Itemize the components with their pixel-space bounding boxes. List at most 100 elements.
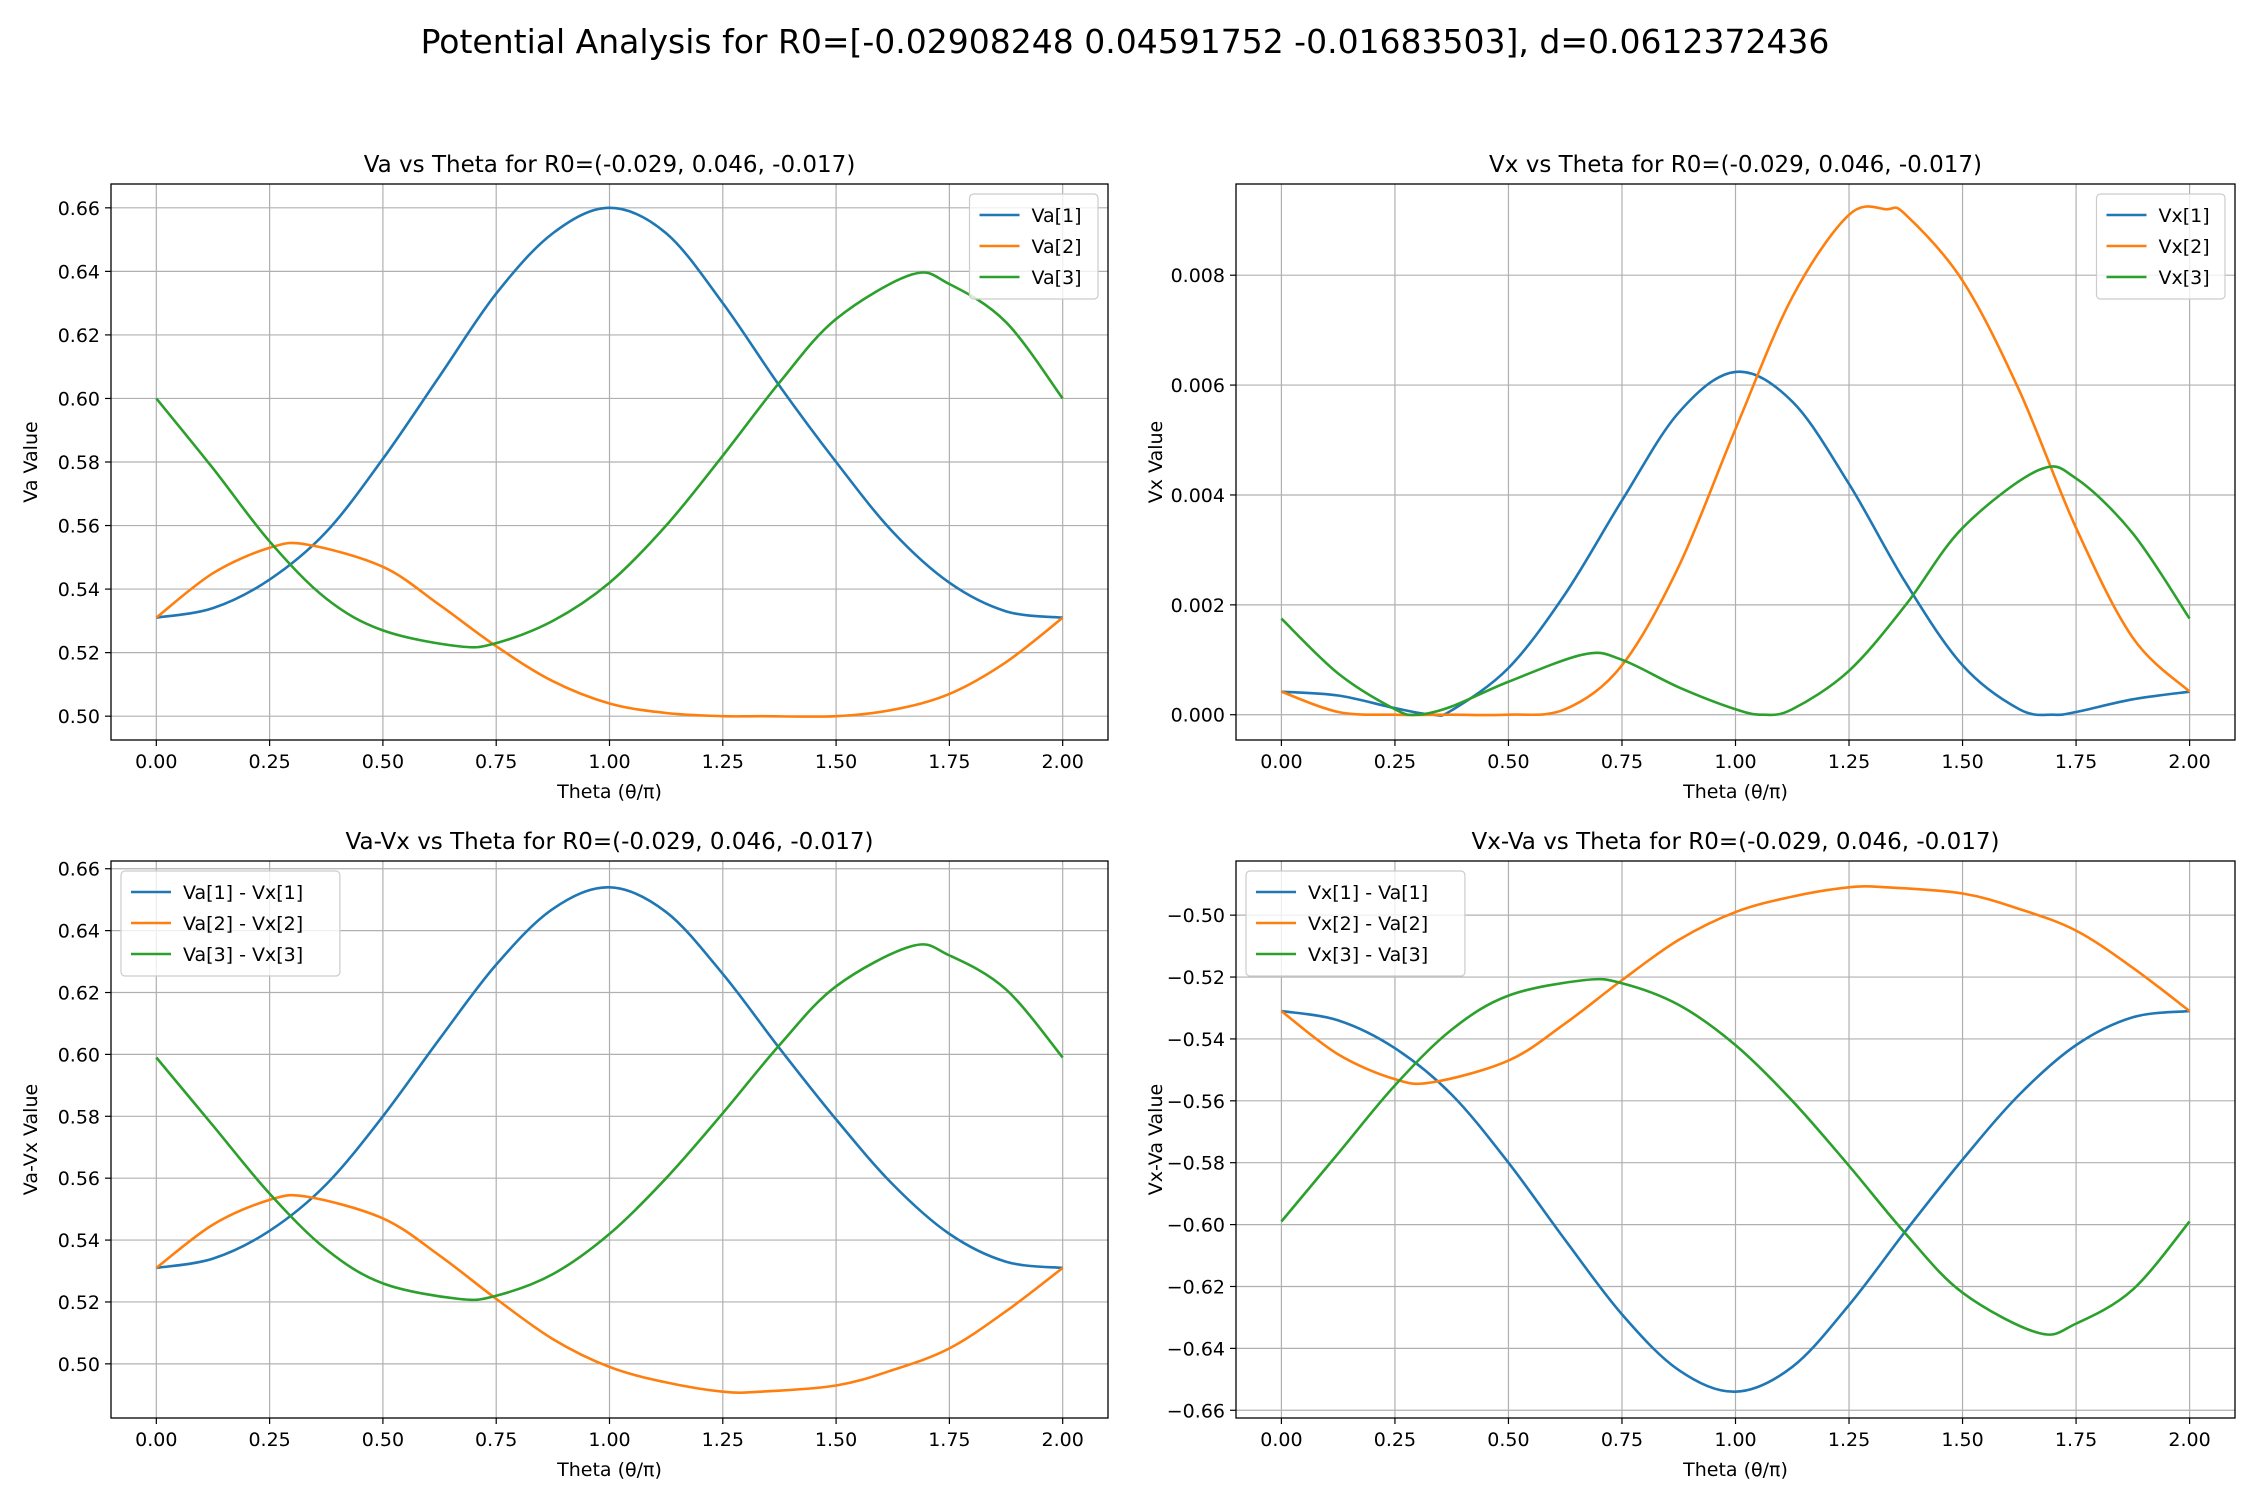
figure-title: Potential Analysis for R0=[-0.02908248 0… <box>420 22 1830 61</box>
legend-label: Vx[2] - Va[2] <box>1308 913 1428 935</box>
series-line-2 <box>155 1193 1064 1394</box>
y-tick-label: 0.62 <box>58 983 100 1005</box>
y-tick-label: −0.58 <box>1167 1153 1225 1175</box>
subplot-title: Va-Vx vs Theta for R0=(-0.029, 0.046, -0… <box>346 829 874 855</box>
legend-label: Vx[1] - Va[1] <box>1308 882 1428 904</box>
x-tick-label: 0.25 <box>248 751 290 773</box>
x-tick-label: 1.75 <box>928 1429 970 1451</box>
y-tick-label: 0.000 <box>1171 705 1225 727</box>
legend-label: Va[2] - Vx[2] <box>183 913 303 935</box>
x-tick-label: 0.25 <box>248 1429 290 1451</box>
y-tick-label: −0.66 <box>1167 1400 1225 1422</box>
x-tick-label: 1.25 <box>702 1429 744 1451</box>
x-tick-label: 0.50 <box>1487 751 1529 773</box>
x-tick-label: 1.25 <box>702 751 744 773</box>
y-tick-label: −0.60 <box>1167 1215 1225 1237</box>
x-tick-label: 0.50 <box>362 1429 404 1451</box>
y-tick-label: −0.54 <box>1167 1029 1225 1051</box>
series-line-3 <box>155 943 1064 1302</box>
y-tick-label: −0.62 <box>1167 1276 1225 1298</box>
y-tick-label: 0.50 <box>58 1354 100 1376</box>
series-line-3 <box>155 271 1064 649</box>
y-tick-label: 0.52 <box>58 1292 100 1314</box>
x-tick-label: 0.50 <box>362 751 404 773</box>
x-tick-label: 0.00 <box>1260 751 1302 773</box>
y-tick-label: 0.66 <box>58 859 100 881</box>
legend-label: Va[1] <box>1032 205 1082 227</box>
x-axis-label: Theta (θ/π) <box>556 1459 662 1481</box>
legend-label: Va[3] <box>1032 267 1082 289</box>
series-line-3 <box>1280 977 2191 1336</box>
x-tick-label: 0.00 <box>135 1429 177 1451</box>
y-tick-label: 0.56 <box>58 516 100 538</box>
x-tick-label: 1.50 <box>815 1429 857 1451</box>
axes-frame <box>1235 183 2236 741</box>
legend-box <box>120 870 341 977</box>
x-tick-label: 1.50 <box>1941 751 1983 773</box>
legend-box <box>2095 193 2226 300</box>
y-tick-label: 0.008 <box>1171 265 1225 287</box>
x-tick-label: 2.00 <box>2168 751 2210 773</box>
y-tick-label: 0.002 <box>1171 595 1225 617</box>
x-tick-label: 2.00 <box>2168 1429 2210 1451</box>
x-tick-label: 0.75 <box>475 751 517 773</box>
x-tick-label: 2.00 <box>1042 1429 1084 1451</box>
x-tick-label: 1.25 <box>1828 1429 1870 1451</box>
x-tick-label: 1.75 <box>928 751 970 773</box>
y-tick-label: 0.004 <box>1171 485 1225 507</box>
legend-label: Va[2] <box>1032 236 1082 258</box>
x-tick-label: 1.75 <box>2055 751 2097 773</box>
y-tick-label: 0.56 <box>58 1168 100 1190</box>
x-axis-label: Theta (θ/π) <box>1682 781 1788 803</box>
subplot-2: 0.00 0.25 0.50 0.75 1.00 1.25 1.50 1.75 2.00 0.00… <box>1145 152 2236 803</box>
y-tick-label: 0.64 <box>58 261 100 283</box>
legend: Va[1] - Vx[1] Va[2] - Vx[2] Va[3] - Vx[3] <box>120 870 341 977</box>
y-axis-label: Vx Value <box>1145 421 1167 503</box>
x-tick-label: 0.75 <box>1601 751 1643 773</box>
y-tick-label: 0.62 <box>58 325 100 347</box>
x-tick-label: 2.00 <box>1042 751 1084 773</box>
series-line-2 <box>1280 885 2191 1086</box>
legend-label: Vx[1] <box>2159 205 2210 227</box>
subplot-title: Va vs Theta for R0=(-0.029, 0.046, -0.01… <box>364 152 856 178</box>
series-line-1 <box>1281 1009 2190 1394</box>
y-tick-label: 0.54 <box>58 1230 100 1252</box>
x-axis-label: Theta (θ/π) <box>556 781 662 803</box>
x-tick-label: 0.75 <box>475 1429 517 1451</box>
x-tick-label: 1.50 <box>815 751 857 773</box>
legend-label: Vx[3] - Va[3] <box>1308 944 1428 966</box>
legend-box <box>1245 870 1466 977</box>
y-axis-label: Vx-Va Value <box>1145 1084 1167 1195</box>
y-tick-label: −0.52 <box>1167 967 1225 989</box>
legend-label: Va[3] - Vx[3] <box>183 944 303 966</box>
y-tick-label: −0.56 <box>1167 1091 1225 1113</box>
y-axis-label: Va-Vx Value <box>20 1084 42 1195</box>
y-tick-label: 0.50 <box>58 706 100 728</box>
subplot-title: Vx vs Theta for R0=(-0.029, 0.046, -0.01… <box>1489 152 1982 178</box>
x-tick-label: 1.00 <box>588 751 630 773</box>
y-tick-label: 0.54 <box>58 579 100 601</box>
x-tick-label: 1.00 <box>1714 1429 1756 1451</box>
x-tick-label: 1.50 <box>1941 1429 1983 1451</box>
x-tick-label: 0.00 <box>1260 1429 1302 1451</box>
x-tick-label: 0.25 <box>1374 751 1416 773</box>
legend-label: Vx[3] <box>2159 267 2210 289</box>
y-tick-label: 0.66 <box>58 198 100 220</box>
legend: Vx[1] Vx[2] Vx[3] <box>2095 193 2226 300</box>
legend: Vx[1] - Va[1] Vx[2] - Va[2] Vx[3] - Va[3] <box>1245 870 1466 977</box>
x-tick-label: 1.00 <box>588 1429 630 1451</box>
y-axis-label: Va Value <box>20 421 42 502</box>
axes-frame <box>1235 860 2236 1419</box>
legend-box <box>968 193 1099 300</box>
legend-label: Vx[2] <box>2159 236 2210 258</box>
y-tick-label: 0.60 <box>58 1044 100 1066</box>
x-tick-label: 0.75 <box>1601 1429 1643 1451</box>
series-line-1 <box>156 206 1063 619</box>
x-tick-label: 0.25 <box>1374 1429 1416 1451</box>
y-tick-label: −0.64 <box>1167 1338 1225 1360</box>
y-tick-label: 0.58 <box>58 452 100 474</box>
y-tick-label: −0.50 <box>1167 905 1225 927</box>
series-line-2 <box>1280 205 2191 717</box>
x-tick-label: 1.25 <box>1828 751 1870 773</box>
